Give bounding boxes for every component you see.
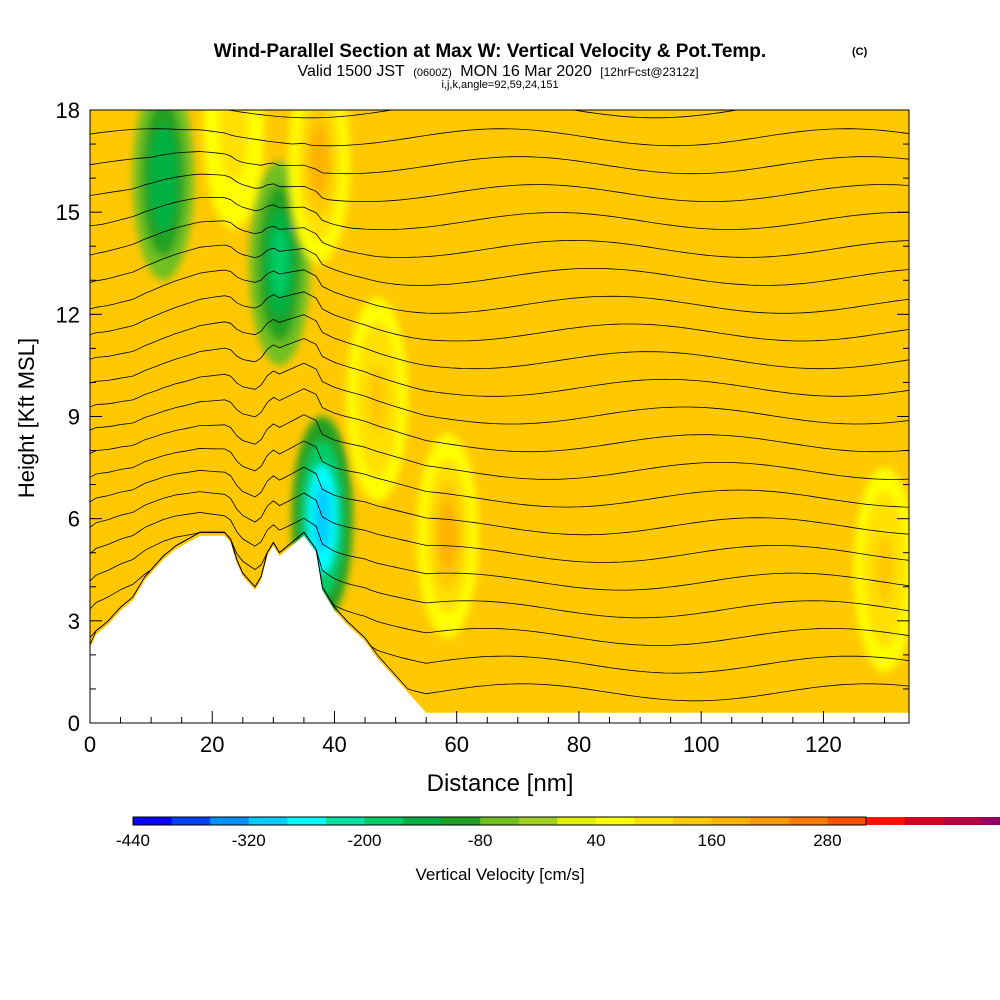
y-tick-label: 12	[56, 302, 80, 327]
title-copyright-mark: (C)	[852, 46, 868, 58]
colorbar-swatch	[441, 817, 481, 825]
updraft-cell	[438, 501, 457, 570]
updraft-cell	[225, 110, 243, 162]
theta-contour-line	[90, 362, 909, 425]
theta-contour-line	[90, 151, 909, 175]
downdraft-cell	[154, 144, 172, 213]
theta-contours	[90, 110, 909, 702]
theta-contour-line	[90, 220, 909, 258]
colorbar-swatch	[133, 817, 173, 825]
theta-contour-line	[90, 269, 909, 314]
subtitle-forecast: [12hrFcst@2312z]	[600, 65, 698, 79]
x-tick-label: 80	[567, 732, 591, 757]
colorbar-tick-label: -80	[468, 831, 493, 850]
colorbar-swatch	[943, 817, 983, 825]
colorbar-swatch	[595, 817, 636, 825]
colorbar-swatch	[981, 817, 1000, 825]
chart-indices: i,j,k,angle=92,59,24,151	[441, 79, 558, 91]
y-tick-label: 9	[68, 405, 80, 430]
theta-contour-line	[90, 388, 909, 453]
downdraft-cell	[313, 484, 331, 553]
theta-contour-line	[90, 173, 909, 202]
updraft-cell	[368, 365, 386, 434]
subtitle-valid: Valid 1500 JST	[297, 63, 405, 80]
colorbar-swatch	[518, 817, 558, 825]
theta-contour-line	[90, 511, 909, 591]
colorbar-swatch	[364, 817, 404, 825]
colorbar-swatch	[325, 817, 365, 825]
theta-contour-line	[90, 338, 909, 397]
terrain	[90, 535, 909, 723]
colorbar-swatch	[248, 817, 288, 825]
colorbar-swatch	[827, 817, 867, 825]
chart-title: Wind-Parallel Section at Max W: Vertical…	[214, 41, 766, 62]
theta-contour-line	[90, 291, 909, 342]
colorbar-tick-label: -320	[232, 831, 266, 850]
theta-contour-line	[90, 531, 909, 619]
colorbar-swatch	[557, 817, 597, 825]
theta-contour-line	[90, 128, 909, 147]
title-block: Wind-Parallel Section at Max W: Vertical…	[214, 41, 868, 91]
colorbar-swatch	[287, 817, 327, 825]
theta-contour-line	[90, 440, 909, 508]
colorbar-swatch	[711, 817, 751, 825]
x-axis-label: Distance [nm]	[427, 770, 574, 797]
updraft-cell	[875, 535, 894, 604]
subtitle-utc: (0600Z)	[413, 67, 452, 79]
x-tick-label: 20	[200, 732, 224, 757]
theta-contour-line	[90, 244, 909, 286]
colorbar-swatch	[480, 817, 520, 825]
colorbar-tick-label: -440	[116, 831, 150, 850]
updraft-cell	[310, 127, 328, 196]
colorbar-tick-label: 160	[697, 831, 725, 850]
x-tick-label: 100	[683, 732, 720, 757]
theta-contour-line	[90, 414, 909, 480]
x-tick-label: 120	[805, 732, 842, 757]
y-tick-label: 3	[68, 609, 80, 634]
colorbar: -440 -320 -200 -80 40 160 280	[116, 816, 1000, 850]
y-tick-label: 6	[68, 507, 80, 532]
colorbar-tick-label: 40	[586, 831, 605, 850]
colorbar-swatch	[866, 817, 906, 825]
colorbar-label: Vertical Velocity [cm/s]	[415, 865, 584, 884]
x-tick-label: 60	[444, 732, 468, 757]
colorbar-swatch	[673, 817, 713, 825]
colorbar-swatch	[210, 817, 250, 825]
colorbar-swatch	[171, 817, 211, 825]
y-tick-label: 0	[68, 711, 80, 736]
chart-subtitle: Valid 1500 JST (0600Z) MON 16 Mar 2020 […	[297, 63, 698, 80]
colorbar-swatch	[634, 817, 674, 825]
colorbar-swatch	[904, 817, 944, 825]
downdraft-cell	[270, 229, 289, 298]
colorbar-swatch	[788, 817, 828, 825]
y-axis-label: Height [Kft MSL]	[14, 338, 39, 498]
plot-area	[90, 110, 909, 723]
x-tick-label: 0	[84, 732, 96, 757]
colorbar-swatch	[403, 817, 443, 825]
colorbar-swatch	[750, 817, 790, 825]
y-tick-label: 15	[56, 200, 80, 225]
y-tick-label: 18	[56, 98, 80, 123]
theta-contour-line	[90, 196, 909, 230]
subtitle-date: MON 16 Mar 2020	[460, 63, 592, 80]
theta-contour-line	[90, 491, 909, 563]
colorbar-tick-label: -200	[347, 831, 381, 850]
axes: 0 20 40 60 80 100 120 0 3 6 9 12 15 18	[56, 98, 909, 757]
colorbar-tick-label: 280	[813, 831, 841, 850]
theta-contour-line	[90, 314, 909, 370]
x-tick-label: 40	[322, 732, 346, 757]
colorbar-frame	[132, 816, 867, 826]
theta-contour-line	[90, 466, 909, 536]
